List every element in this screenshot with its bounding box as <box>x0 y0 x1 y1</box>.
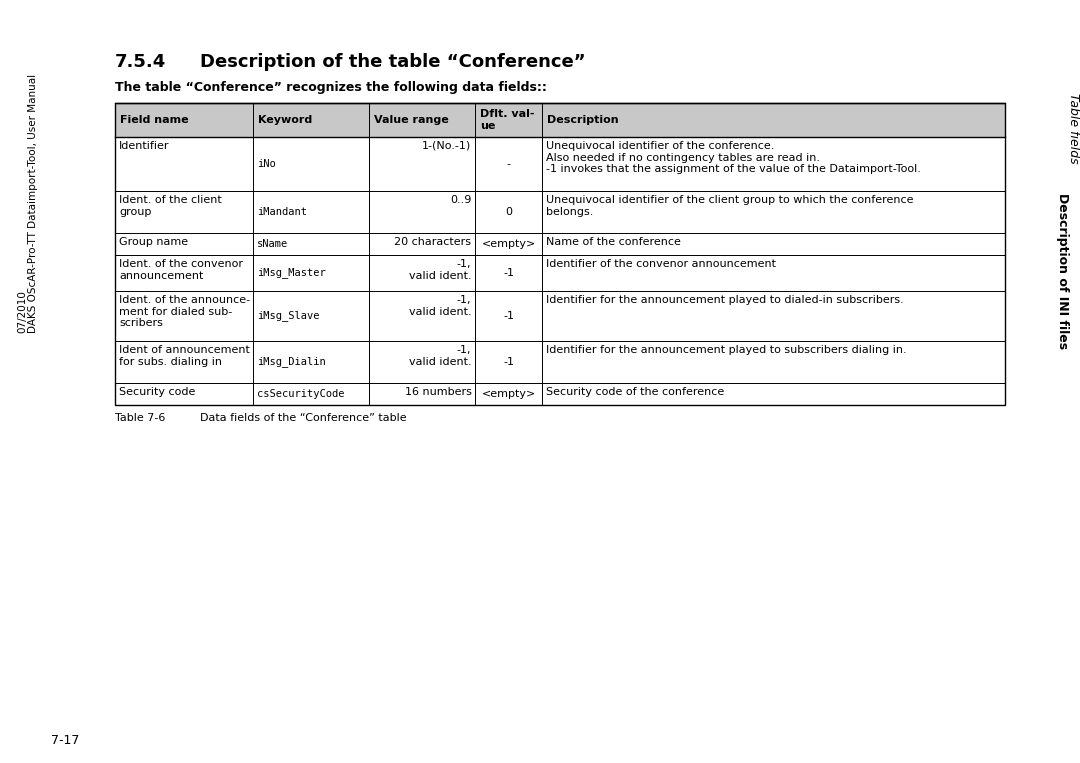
Text: Security code of the conference: Security code of the conference <box>546 387 725 397</box>
Text: 20 characters: 20 characters <box>394 237 472 247</box>
Text: -1,
valid ident.: -1, valid ident. <box>409 259 472 281</box>
Text: Identifier: Identifier <box>119 141 170 151</box>
Text: 16 numbers: 16 numbers <box>405 387 472 397</box>
Text: Ident. of the announce-
ment for dialed sub-
scribers: Ident. of the announce- ment for dialed … <box>119 295 251 328</box>
Text: Table 7-6: Table 7-6 <box>114 413 165 423</box>
Text: Description of the table “Conference”: Description of the table “Conference” <box>200 53 585 71</box>
Text: iMsg_Dialin: iMsg_Dialin <box>257 356 326 368</box>
Text: Field name: Field name <box>120 115 189 125</box>
Text: -1,
valid ident.: -1, valid ident. <box>409 295 472 317</box>
Text: 0: 0 <box>505 207 512 217</box>
Text: Unequivocal identifier of the conference.
Also needed if no contingency tables a: Unequivocal identifier of the conference… <box>546 141 921 174</box>
Text: Identifier for the announcement played to dialed-in subscribers.: Identifier for the announcement played t… <box>546 295 904 305</box>
Text: Ident of announcement
for subs. dialing in: Ident of announcement for subs. dialing … <box>119 345 249 366</box>
Bar <box>114 103 1005 405</box>
Text: iMandant: iMandant <box>257 207 307 217</box>
Text: Description of INI files: Description of INI files <box>1055 193 1068 349</box>
Text: -1: -1 <box>503 357 514 367</box>
Text: 07/2010: 07/2010 <box>17 290 27 333</box>
Text: DAKS OScAR-Pro-TT Dataimport-Tool, User Manual: DAKS OScAR-Pro-TT Dataimport-Tool, User … <box>28 74 38 333</box>
Text: 7-17: 7-17 <box>51 735 79 748</box>
Text: Security code: Security code <box>119 387 195 397</box>
Text: Keyword: Keyword <box>258 115 312 125</box>
Text: Identifier for the announcement played to subscribers dialing in.: Identifier for the announcement played t… <box>546 345 907 355</box>
Text: csSecurityCode: csSecurityCode <box>257 389 345 399</box>
Text: Identifier of the convenor announcement: Identifier of the convenor announcement <box>546 259 777 269</box>
Text: Ident. of the client
group: Ident. of the client group <box>119 195 221 217</box>
Text: Dflt. val-
ue: Dflt. val- ue <box>481 109 535 130</box>
Text: -: - <box>507 159 511 169</box>
Text: iMsg_Slave: iMsg_Slave <box>257 311 320 321</box>
Text: sName: sName <box>257 239 288 249</box>
Text: <empty>: <empty> <box>482 389 536 399</box>
Text: 1-(No.-1): 1-(No.-1) <box>422 141 472 151</box>
Text: 7.5.4: 7.5.4 <box>114 53 166 71</box>
Text: iMsg_Master: iMsg_Master <box>257 268 326 278</box>
Text: Value range: Value range <box>374 115 448 125</box>
Text: The table “Conference” recognizes the following data fields::: The table “Conference” recognizes the fo… <box>114 81 546 94</box>
Text: Name of the conference: Name of the conference <box>546 237 681 247</box>
Text: Data fields of the “Conference” table: Data fields of the “Conference” table <box>200 413 407 423</box>
Text: 0..9: 0..9 <box>450 195 472 205</box>
Text: -1: -1 <box>503 268 514 278</box>
Text: Table fields: Table fields <box>1067 93 1080 163</box>
Text: Group name: Group name <box>119 237 188 247</box>
Text: -1: -1 <box>503 311 514 321</box>
Text: -1,
valid ident.: -1, valid ident. <box>409 345 472 366</box>
Text: Description: Description <box>548 115 619 125</box>
Text: <empty>: <empty> <box>482 239 536 249</box>
Text: Unequivocal identifier of the client group to which the conference
belongs.: Unequivocal identifier of the client gro… <box>546 195 914 217</box>
Text: Ident. of the convenor
announcement: Ident. of the convenor announcement <box>119 259 243 281</box>
Bar <box>114 103 1005 137</box>
Text: iNo: iNo <box>257 159 275 169</box>
